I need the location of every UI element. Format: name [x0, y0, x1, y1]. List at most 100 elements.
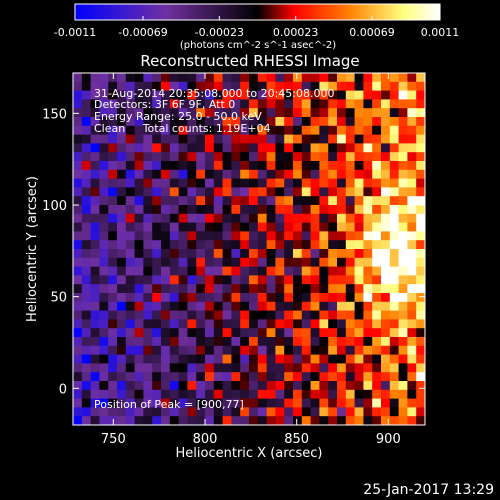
heatmap-cell: [416, 266, 425, 276]
heatmap-cell: [117, 143, 127, 153]
heatmap-cell: [319, 372, 329, 382]
heatmap-cell: [372, 381, 382, 391]
heatmap-cell: [381, 354, 391, 364]
heatmap-cell: [196, 108, 206, 118]
heatmap-cell: [73, 143, 83, 153]
heatmap-cell: [275, 319, 285, 329]
heatmap-cell: [161, 389, 171, 400]
heatmap-cell: [275, 416, 285, 425]
heatmap-cell: [152, 108, 162, 118]
heatmap-cell: [328, 213, 338, 224]
heatmap-cell: [81, 389, 92, 400]
heatmap-cell: [143, 354, 153, 364]
heatmap-cell: [187, 161, 197, 171]
heatmap-cell: [372, 73, 382, 83]
heatmap-cell: [363, 363, 373, 373]
heatmap-cell: [81, 99, 92, 109]
heatmap-cell: [152, 73, 162, 83]
heatmap-cell: [310, 328, 320, 338]
heatmap-cell: [161, 416, 171, 425]
heatmap-cell: [345, 398, 356, 408]
heatmap-cell: [222, 310, 232, 320]
heatmap-cell: [416, 161, 425, 171]
heatmap-cell: [310, 389, 320, 400]
heatmap-cell: [381, 257, 391, 268]
heatmap-cell: [205, 328, 215, 338]
heatmap-cell: [345, 310, 356, 320]
heatmap-cell: [205, 354, 215, 364]
heatmap-cell: [363, 222, 373, 232]
heatmap-cell: [275, 231, 285, 241]
heatmap-cell: [284, 73, 294, 83]
heatmap-cell: [407, 249, 417, 259]
heatmap-cell: [257, 284, 268, 294]
heatmap-cell: [257, 249, 268, 259]
heatmap-cell: [328, 99, 338, 109]
heatmap-cell: [275, 249, 285, 259]
heatmap-cell: [363, 310, 373, 320]
heatmap-cell: [178, 117, 188, 127]
heatmap-cell: [143, 125, 153, 136]
heatmap-cell: [257, 134, 268, 144]
heatmap-cell: [257, 90, 268, 100]
heatmap-cell: [213, 231, 224, 241]
heatmap-cell: [257, 73, 268, 83]
heatmap-cell: [108, 125, 118, 136]
heatmap-cell: [284, 205, 294, 215]
heatmap-cell: [222, 407, 232, 417]
heatmap-cell: [389, 372, 400, 382]
heatmap-cell: [205, 73, 215, 83]
heatmap-cell: [81, 337, 92, 347]
heatmap-cell: [319, 161, 329, 171]
heatmap-cell: [328, 249, 338, 259]
heatmap-cell: [196, 310, 206, 320]
heatmap-cell: [81, 231, 92, 241]
heatmap-cell: [354, 117, 364, 127]
heatmap-cell: [205, 249, 215, 259]
heatmap-cell: [169, 240, 180, 250]
heatmap-cell: [196, 407, 206, 417]
heatmap-cell: [345, 152, 356, 162]
heatmap-cell: [99, 319, 109, 329]
heatmap-cell: [222, 81, 232, 92]
heatmap-cell: [231, 125, 241, 136]
heatmap-cell: [266, 161, 276, 171]
heatmap-cell: [257, 328, 268, 338]
heatmap-cell: [337, 249, 347, 259]
heatmap-cell: [90, 240, 100, 250]
heatmap-cell: [240, 117, 250, 127]
heatmap-cell: [125, 90, 136, 100]
heatmap-cell: [363, 284, 373, 294]
heatmap-cell: [81, 354, 92, 364]
heatmap-cell: [134, 337, 144, 347]
heatmap-cell: [389, 310, 400, 320]
heatmap-cell: [161, 169, 171, 180]
heatmap-cell: [293, 310, 303, 320]
heatmap-cell: [275, 284, 285, 294]
heatmap-cell: [310, 169, 320, 180]
heatmap-cell: [240, 354, 250, 364]
heatmap-cell: [337, 178, 347, 188]
heatmap-cell: [73, 372, 83, 382]
heatmap-cell: [275, 117, 285, 127]
heatmap-cell: [363, 249, 373, 259]
heatmap-cell: [354, 363, 364, 373]
heatmap-cell: [125, 196, 136, 206]
heatmap-cell: [213, 213, 224, 224]
heatmap-cell: [205, 337, 215, 347]
heatmap-cell: [257, 178, 268, 188]
heatmap-cell: [319, 152, 329, 162]
heatmap-cell: [108, 161, 118, 171]
heatmap-cell: [73, 81, 83, 92]
heatmap-cell: [319, 319, 329, 329]
heatmap-cell: [169, 152, 180, 162]
heatmap-cell: [161, 73, 171, 83]
heatmap-cell: [257, 407, 268, 417]
heatmap-cell: [275, 161, 285, 171]
heatmap-cell: [90, 354, 100, 364]
heatmap-cell: [398, 407, 408, 417]
heatmap-cell: [222, 328, 232, 338]
heatmap-cell: [125, 161, 136, 171]
heatmap-cell: [231, 205, 241, 215]
heatmap-cell: [117, 213, 127, 224]
